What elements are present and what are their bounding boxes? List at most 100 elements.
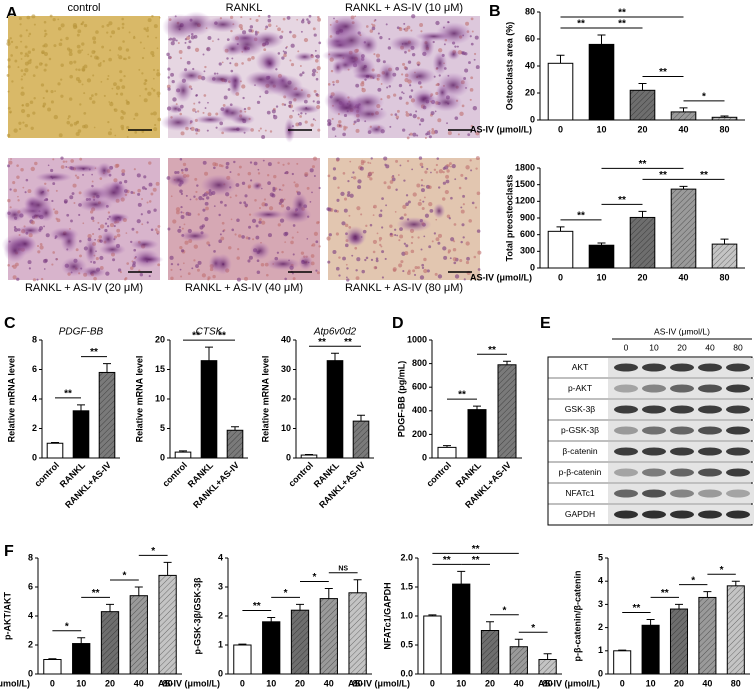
cell	[372, 214, 375, 217]
cell	[207, 278, 210, 281]
cell	[194, 128, 199, 132]
bar	[300, 454, 318, 459]
cell	[371, 26, 376, 31]
cell	[370, 258, 374, 261]
cell	[102, 59, 106, 63]
cell	[11, 80, 14, 83]
cell	[421, 263, 425, 267]
bar	[262, 621, 281, 675]
cell	[376, 232, 379, 235]
y-axis-label: Total preosteoclasts	[504, 175, 514, 262]
cell	[411, 52, 416, 57]
cell	[203, 70, 206, 73]
cell	[361, 269, 365, 274]
cell	[379, 243, 382, 247]
band	[698, 468, 722, 477]
cell	[271, 109, 276, 114]
cell	[383, 156, 388, 161]
x-tick-label: 10	[456, 678, 466, 688]
cell	[373, 53, 376, 56]
cell	[16, 164, 19, 167]
x-tick-label: control	[32, 460, 61, 489]
cell	[207, 36, 212, 40]
cell	[267, 18, 272, 23]
error-bar	[556, 226, 565, 232]
osteoclast	[204, 16, 242, 33]
significance-label: **	[618, 8, 626, 19]
cell	[327, 260, 331, 264]
bar	[452, 583, 471, 675]
cell	[166, 84, 171, 89]
cell	[212, 40, 214, 42]
x-tick-label: 20	[674, 678, 684, 688]
cell	[294, 183, 299, 188]
cell	[28, 267, 31, 270]
cell	[276, 251, 280, 254]
osteoclast	[97, 181, 130, 205]
cell	[52, 17, 56, 22]
x-axis-label: AS-IV (μmol/L)	[158, 678, 220, 688]
cell	[21, 104, 25, 107]
cell	[316, 271, 320, 275]
cell	[365, 25, 369, 28]
osteoclast	[221, 105, 233, 118]
cell	[445, 174, 450, 179]
cell	[24, 55, 27, 57]
cell	[32, 278, 37, 282]
cell	[193, 259, 196, 262]
cell	[264, 129, 267, 132]
significance-label: **	[633, 603, 641, 614]
cell	[450, 165, 452, 168]
cell	[70, 159, 74, 163]
cell	[282, 17, 286, 21]
cell	[156, 47, 159, 50]
error-bar	[703, 591, 712, 598]
cell	[148, 182, 153, 187]
cell	[9, 206, 12, 209]
cell	[107, 120, 110, 124]
cell	[435, 218, 438, 221]
cell	[204, 65, 207, 69]
cell	[244, 194, 248, 198]
cell	[81, 83, 84, 86]
cell	[68, 97, 73, 101]
significance-label: **	[443, 555, 451, 566]
cell	[424, 136, 427, 139]
bar	[174, 451, 192, 459]
error-bar	[503, 360, 511, 365]
cell	[311, 72, 316, 77]
cell	[410, 249, 415, 254]
cell	[454, 45, 457, 48]
cell	[151, 87, 154, 90]
cell	[20, 108, 26, 114]
cell	[20, 40, 23, 43]
cell	[133, 248, 137, 252]
cell	[18, 127, 22, 131]
cell	[396, 109, 400, 113]
y-tick-label: 0	[32, 452, 37, 462]
cell	[121, 22, 125, 26]
error-bar	[205, 346, 213, 361]
cell	[365, 224, 368, 228]
y-axis-label: Relative mRNA level	[260, 356, 270, 443]
osteoclast	[251, 181, 263, 191]
cell	[125, 48, 130, 52]
cell	[251, 218, 257, 223]
cell	[423, 196, 426, 199]
cell	[301, 71, 305, 75]
cell	[175, 39, 178, 42]
cell	[417, 266, 421, 269]
cell	[338, 274, 341, 277]
cell	[397, 174, 400, 176]
cell	[442, 181, 446, 185]
significance-label: NS	[338, 566, 348, 573]
cell	[369, 177, 373, 181]
cell	[399, 234, 404, 239]
cell	[267, 181, 271, 185]
cell	[124, 179, 128, 184]
error-bar	[473, 405, 481, 410]
cell	[91, 173, 93, 176]
x-tick-label: control	[160, 460, 189, 489]
significance-label: **	[639, 159, 647, 170]
cell	[327, 122, 331, 127]
